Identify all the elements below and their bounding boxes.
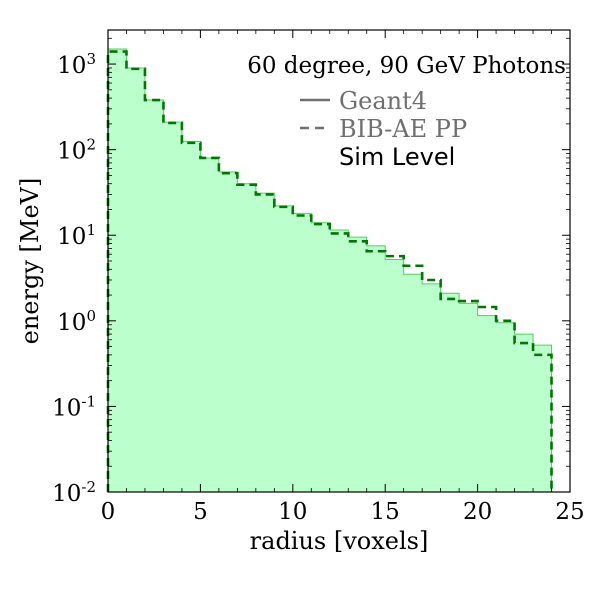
legend-geant4-label: Geant4 [339,87,427,115]
y-axis-label: energy [MeV] [16,178,44,345]
chart-annotation: 60 degree, 90 GeV Photons [247,53,566,79]
x-tick-label: 25 [555,499,584,525]
x-tick-label: 10 [278,499,307,525]
x-tick-label: 5 [193,499,208,525]
y-tick-label: 10-1 [52,392,96,421]
plot-layer [106,48,553,492]
y-tick-label: 103 [57,50,96,79]
x-axis-label: radius [voxels] [250,527,429,555]
legend: Geant4 BIB-AE PP Sim Level [300,87,467,171]
legend-note: Sim Level [339,143,455,171]
legend-bibae-label: BIB-AE PP [339,115,467,143]
y-tick-label: 100 [57,307,96,336]
series-geant4-fill [108,48,552,492]
x-tick-label: 15 [371,499,400,525]
x-tick-label: 0 [101,499,116,525]
y-tick-label: 101 [57,221,96,250]
y-tick-label: 102 [57,136,96,165]
series-bib-ae-pp-line [106,50,553,492]
x-tick-label: 20 [463,499,492,525]
tick-layer: 0 5 10 15 20 25 10-2 10-1 100 101 102 103 [52,30,585,525]
y-tick-label: 10-2 [52,478,96,507]
